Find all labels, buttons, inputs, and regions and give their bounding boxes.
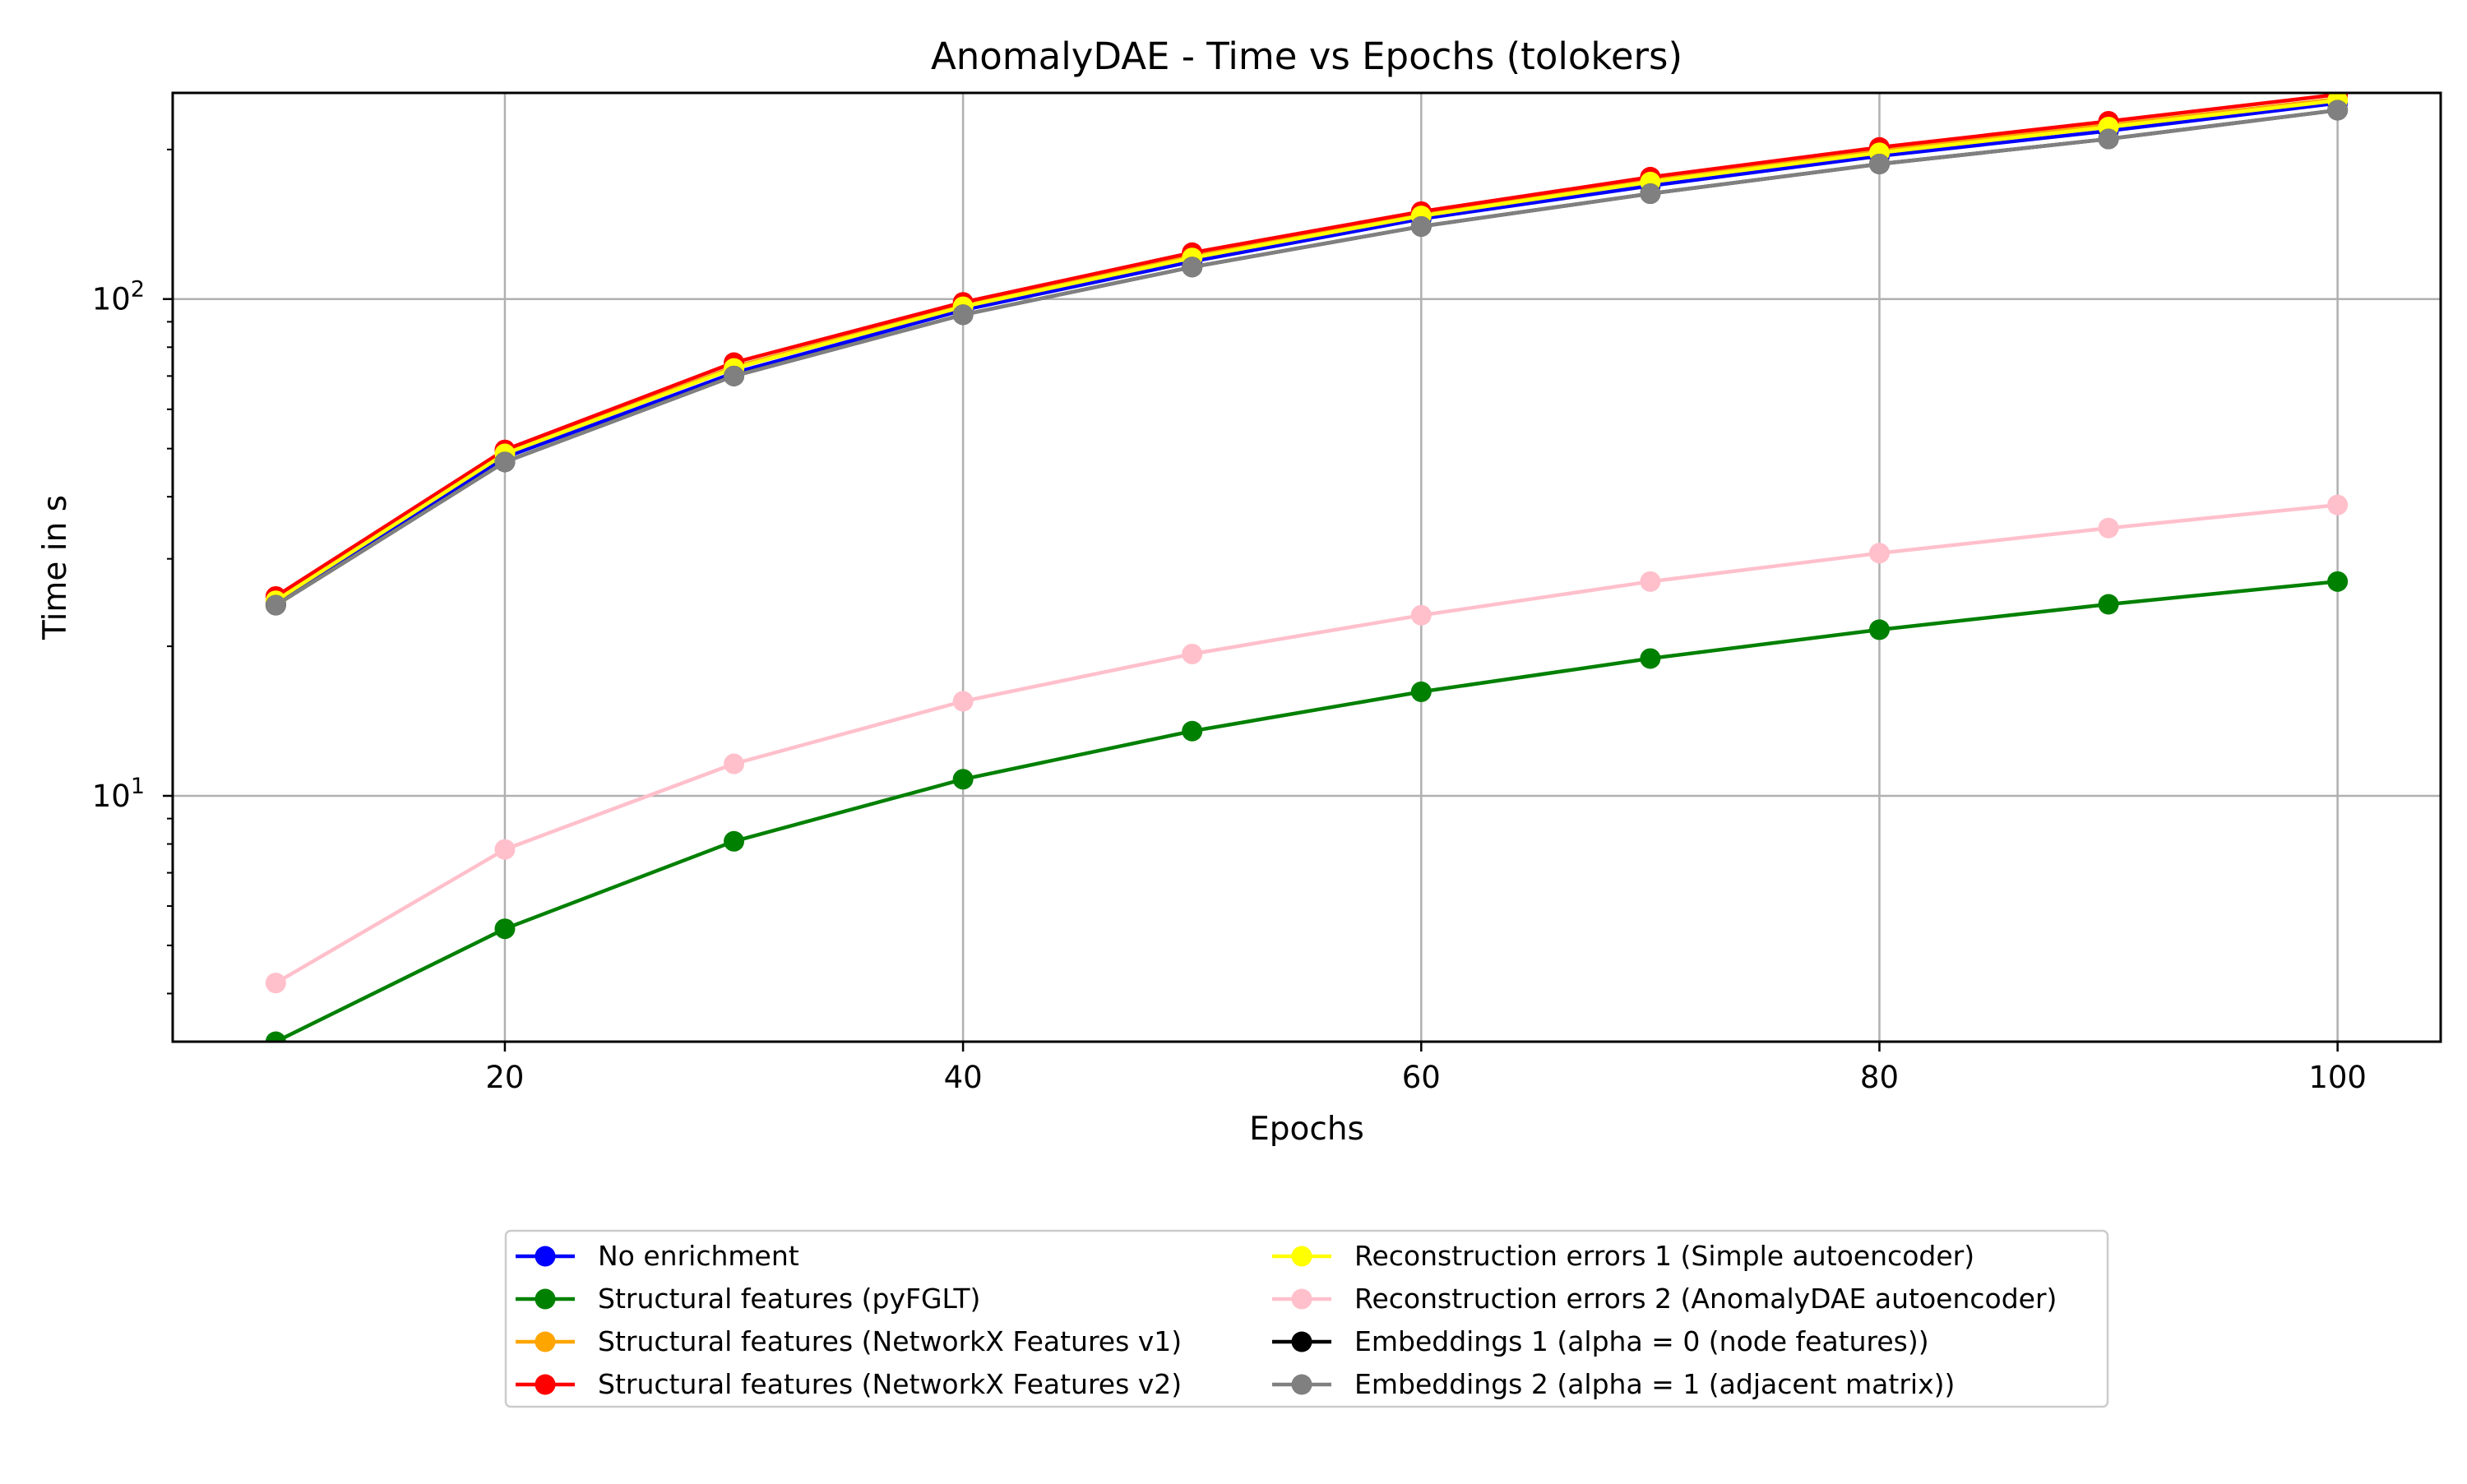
legend-marker [535,1374,556,1395]
series-7 [265,99,2349,616]
x-axis-label: Epochs [1249,1111,1364,1148]
data-point [2327,571,2349,592]
data-point [1410,681,1432,702]
x-tick-label: 80 [1860,1060,1899,1095]
legend-entry: Embeddings 1 (alpha = 0 (node features)) [1272,1325,1929,1357]
legend-label: Embeddings 2 (alpha = 1 (adjacent matrix… [1354,1368,1955,1400]
legend: No enrichment Structural features (pyFGLT… [504,1229,2109,1408]
y-tick-label: 102 [92,277,145,317]
series-5 [265,494,2349,994]
series-line [275,108,2338,608]
data-point [2327,494,2349,515]
legend-entry: Structural features (pyFGLT) [516,1283,980,1315]
data-point [1182,720,1203,742]
axis-ticks: 20 40 60 80 100 101 102 [92,148,2367,1095]
data-point [494,451,516,473]
legend-marker [535,1331,556,1352]
legend-marker [535,1246,556,1267]
data-point [265,594,286,616]
x-tick-label: 40 [944,1060,983,1095]
data-point [2327,99,2349,121]
legend-marker [1291,1374,1312,1395]
y-tick-label: 101 [92,774,145,814]
legend-entry: No enrichment [516,1240,799,1272]
legend-label: Structural features (NetworkX Features v… [598,1325,1182,1357]
data-point [724,830,745,852]
legend-entry: Structural features (NetworkX Features v… [516,1325,1182,1357]
legend-entry: Reconstruction errors 2 (AnomalyDAE auto… [1272,1283,2057,1315]
data-point [952,769,974,790]
data-point [724,365,745,386]
legend-entry: Reconstruction errors 1 (Simple autoenco… [1272,1240,1974,1272]
x-tick-label: 60 [1402,1060,1441,1095]
data-point [1640,183,1661,205]
series-layer [265,93,2349,1042]
data-point [1868,619,1890,640]
legend-label: Structural features (NetworkX Features v… [598,1368,1182,1400]
legend-marker [535,1288,556,1310]
data-point [1182,643,1203,664]
grid-lines [173,93,2441,1042]
series-line [275,502,2338,985]
y-axis-label: Time in s [37,495,74,640]
data-point [952,691,974,712]
data-point [1640,648,1661,669]
data-point [265,973,286,994]
data-point [2098,128,2119,150]
data-point [494,918,516,940]
series-line [275,98,2338,603]
data-point [1182,257,1203,278]
series-line [275,580,2338,1042]
data-point [494,839,516,860]
legend-entry: Embeddings 2 (alpha = 1 (adjacent matrix… [1272,1368,1955,1400]
data-point [1868,153,1890,174]
legend-box [504,1229,2109,1408]
legend-label: Reconstruction errors 2 (AnomalyDAE auto… [1354,1283,2057,1315]
x-tick-label: 100 [2308,1060,2367,1095]
data-point [1410,604,1432,626]
data-point [265,1031,286,1042]
data-point [1640,571,1661,592]
legend-label: Reconstruction errors 1 (Simple autoenco… [1354,1240,1974,1272]
series-1 [265,571,2349,1042]
legend-entry: Structural features (NetworkX Features v… [516,1368,1182,1400]
chart-title: AnomalyDAE - Time vs Epochs (tolokers) [931,35,1682,78]
data-point [1410,215,1432,237]
series-line [275,101,2338,604]
x-tick-label: 20 [485,1060,524,1095]
legend-label: Structural features (pyFGLT) [598,1283,980,1315]
data-point [1868,543,1890,564]
legend-label: Embeddings 1 (alpha = 0 (node features)) [1354,1325,1929,1357]
legend-marker [1291,1331,1312,1352]
series-line [275,93,2338,599]
data-point [2098,594,2119,615]
data-point [952,304,974,326]
legend-marker [1291,1246,1312,1267]
data-point [724,753,745,774]
data-point [2098,517,2119,539]
plot-frame [171,91,2442,1043]
legend-label: No enrichment [598,1240,799,1272]
legend-marker [1291,1288,1312,1310]
